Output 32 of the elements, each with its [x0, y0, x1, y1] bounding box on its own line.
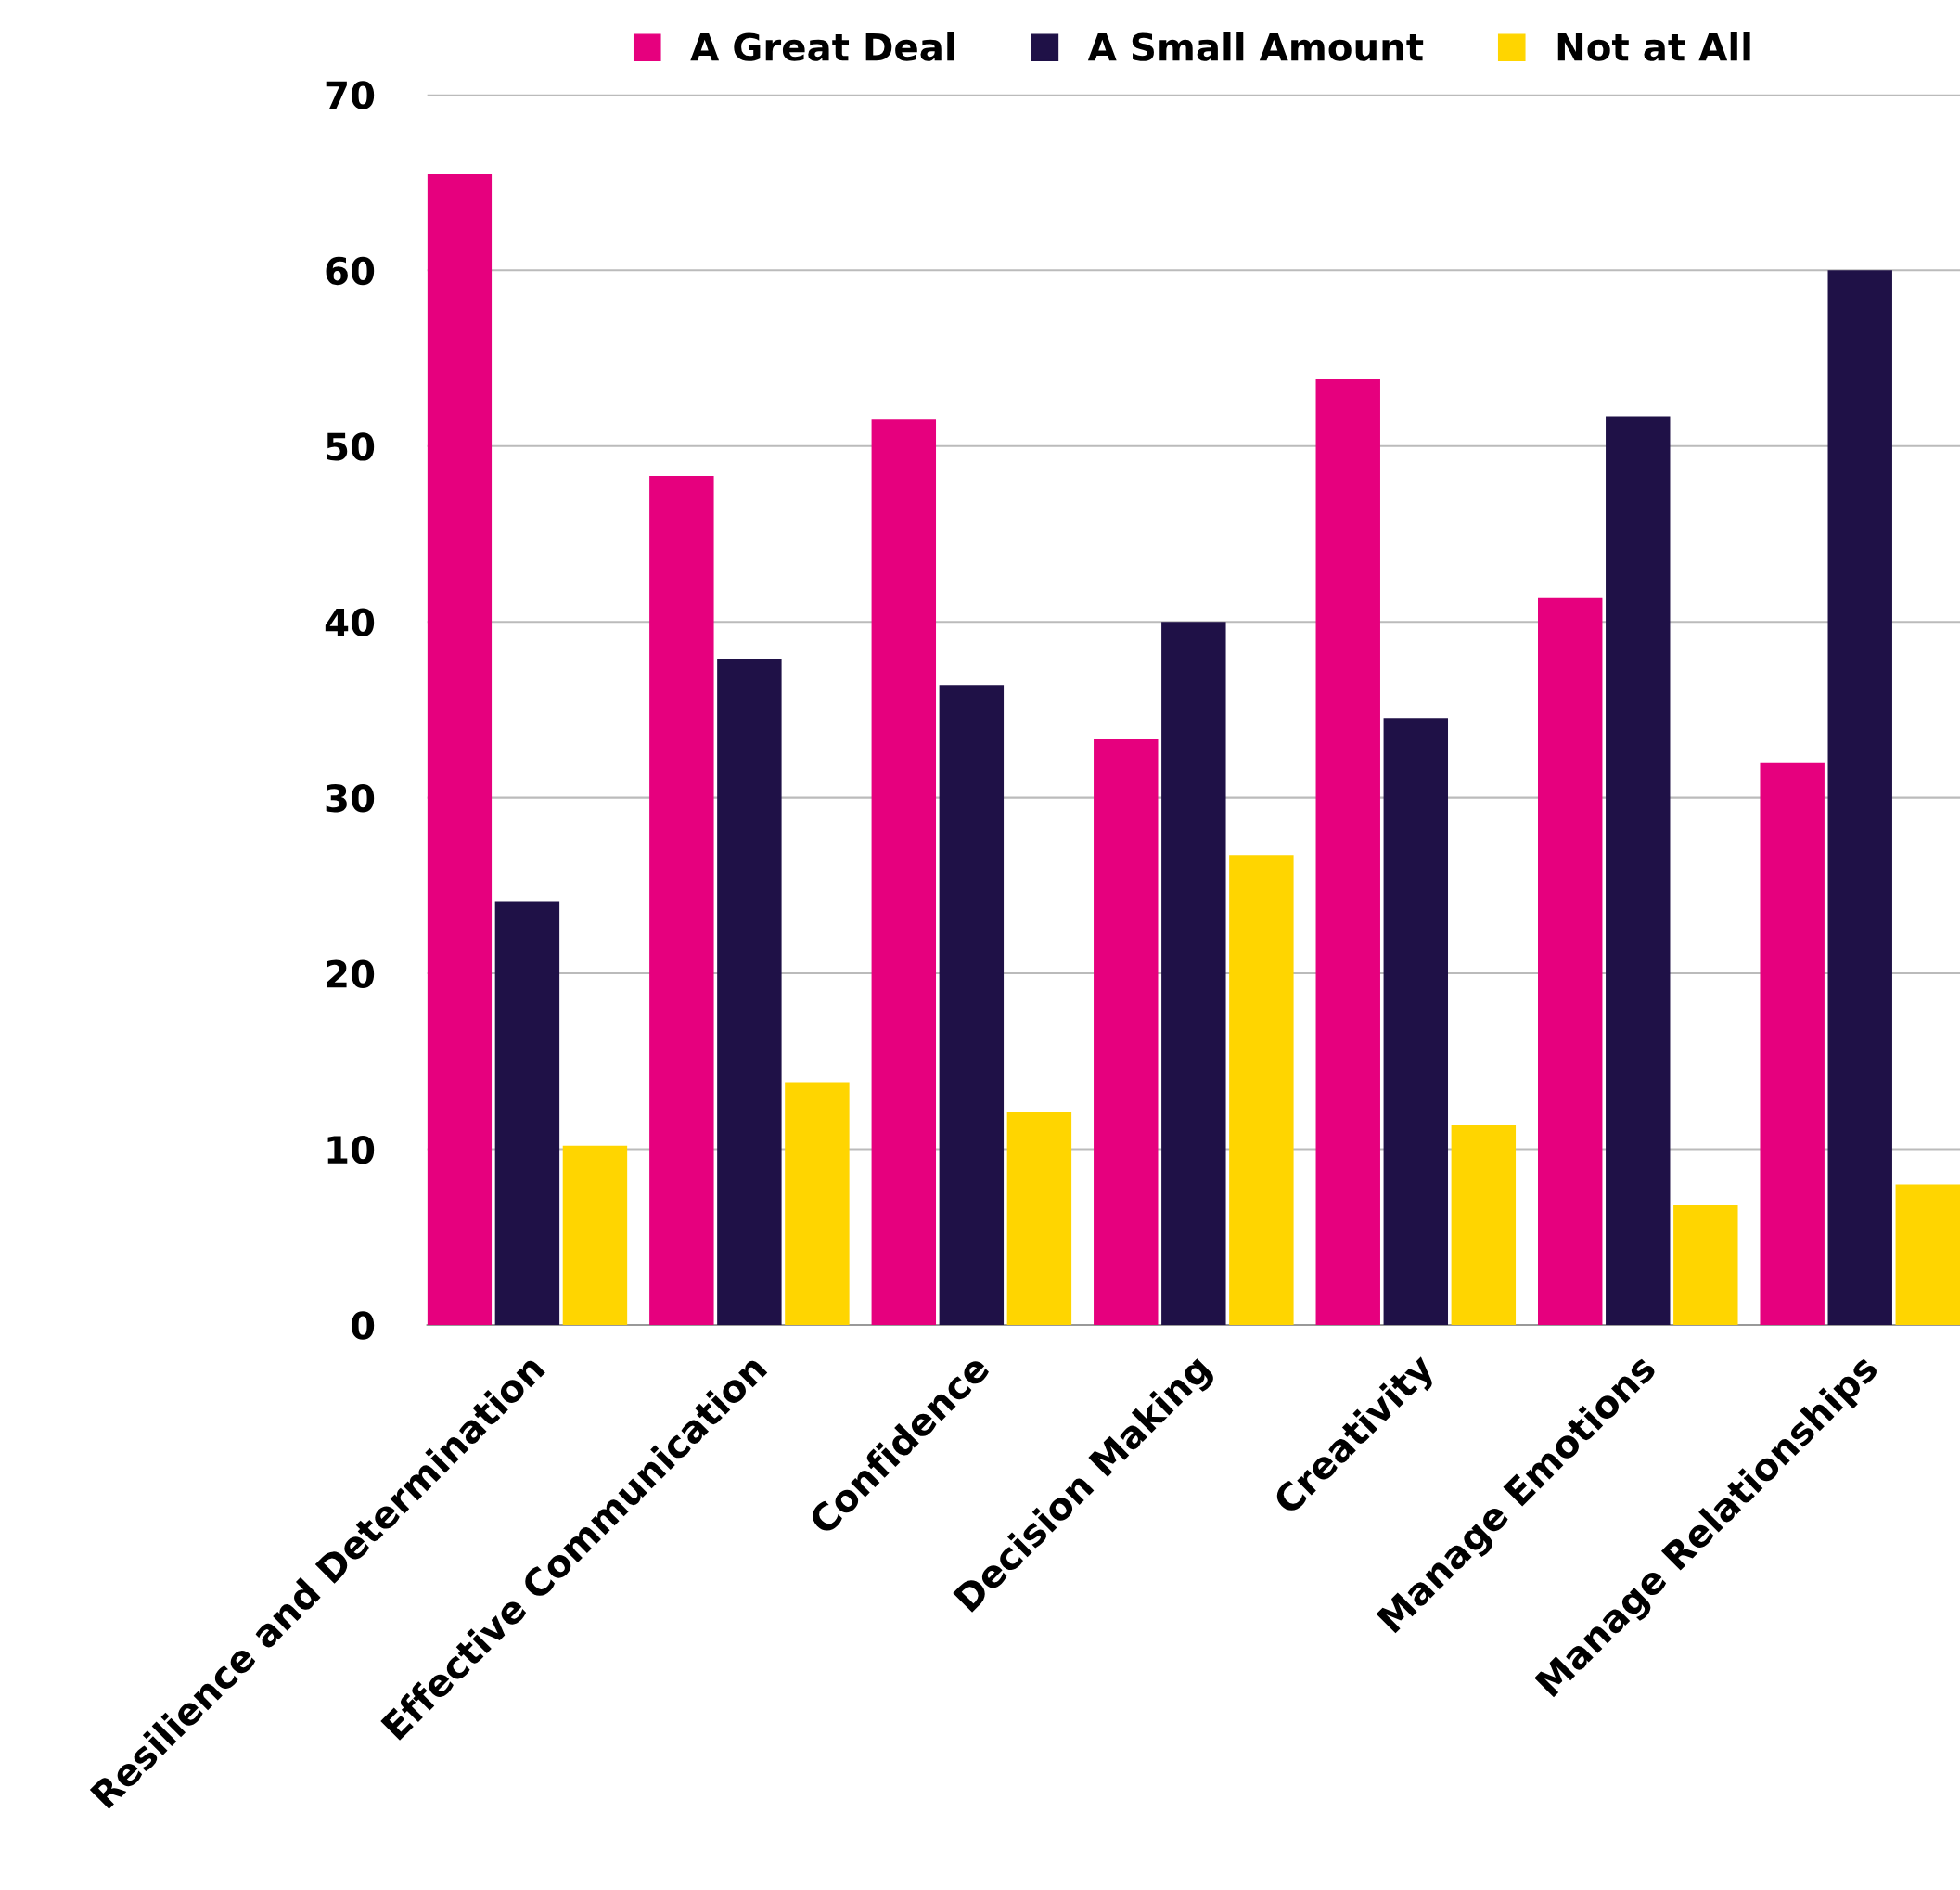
legend-label: A Small Amount: [1087, 32, 1424, 61]
bar: [1606, 416, 1671, 1325]
legend-label: Not at All: [1557, 32, 1750, 61]
legend-label: A Great Deal: [690, 32, 954, 61]
bar: [1451, 1124, 1517, 1325]
y-tick-label: 50: [327, 432, 375, 461]
bar: [871, 419, 937, 1325]
bar: [1827, 270, 1892, 1325]
bar: [494, 901, 560, 1325]
bar: [1161, 622, 1226, 1325]
bar: [1673, 1205, 1738, 1325]
bar: [717, 658, 782, 1325]
bar: [1538, 597, 1603, 1325]
bar: [1094, 739, 1159, 1325]
bar: [649, 475, 714, 1325]
bar: [427, 174, 493, 1325]
y-tick-label: 60: [326, 256, 375, 286]
y-tick-label: 30: [326, 784, 375, 813]
bar: [939, 685, 1005, 1325]
bar: [1383, 718, 1449, 1325]
bar: [1315, 379, 1380, 1325]
bar: [562, 1145, 628, 1325]
y-tick-label: 70: [326, 81, 375, 109]
bar: [1895, 1184, 1960, 1325]
bar: [1760, 762, 1825, 1325]
y-tick-label: 40: [325, 608, 375, 637]
y-tick-label: 20: [327, 959, 375, 988]
bar: [1006, 1112, 1072, 1325]
y-tick-label: 10: [327, 1135, 375, 1164]
bar: [1229, 855, 1294, 1325]
y-tick-label: 0: [351, 1311, 375, 1340]
bar: [785, 1082, 850, 1325]
